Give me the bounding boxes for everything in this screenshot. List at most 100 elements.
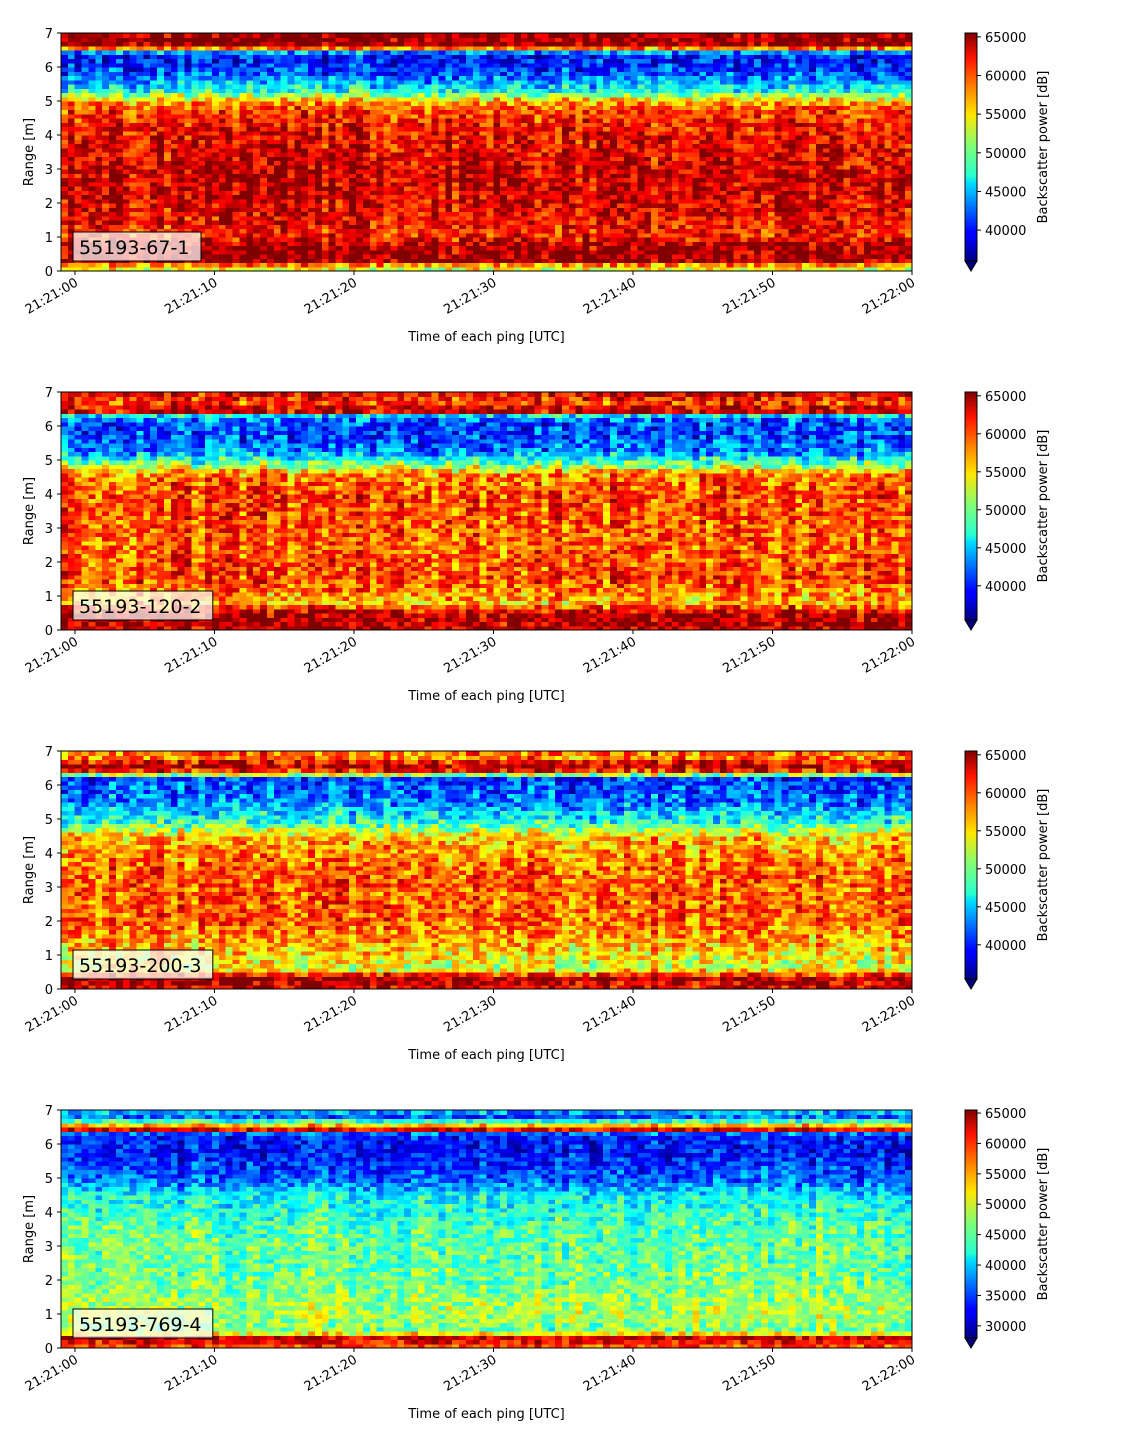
x-tick-label: 21:21:50 (720, 1352, 778, 1394)
y-tick-label: 3 (45, 163, 53, 178)
colorbar-tick-label: 45000 (985, 1229, 1026, 1244)
colorbar-extend-arrow (965, 979, 977, 989)
x-tick-label: 21:22:00 (860, 634, 918, 676)
x-tick-label: 21:21:20 (302, 993, 360, 1035)
y-tick-label: 0 (45, 983, 53, 998)
x-tick-label: 21:21:30 (441, 1352, 499, 1394)
x-tick-label: 21:21:10 (162, 993, 220, 1035)
x-tick-label: 21:21:30 (441, 993, 499, 1035)
y-tick-label: 5 (45, 1172, 53, 1187)
y-tick-label: 2 (45, 556, 53, 571)
x-axis-label: Time of each ping [UTC] (407, 689, 565, 704)
colorbar-tick-label: 40000 (985, 1259, 1026, 1274)
colorbar-tick-label: 50000 (985, 1198, 1026, 1213)
colorbar-tick-label: 65000 (985, 749, 1026, 764)
colorbar-tick-label: 55000 (985, 466, 1026, 481)
y-tick-label: 6 (45, 779, 53, 794)
colorbar-extend-arrow (965, 620, 977, 630)
x-tick-label: 21:21:50 (720, 634, 778, 676)
y-axis-label: Range [m] (22, 1195, 37, 1263)
colorbar-tick-label: 55000 (985, 825, 1026, 840)
y-tick-label: 0 (45, 1342, 53, 1357)
y-tick-label: 4 (45, 488, 53, 503)
colorbar-tick-label: 35000 (985, 1289, 1026, 1304)
y-tick-label: 7 (45, 386, 53, 401)
x-tick-label: 21:21:10 (162, 1352, 220, 1394)
x-tick-label: 21:21:00 (23, 993, 81, 1035)
colorbar-label: Backscatter power [dB] (1036, 430, 1051, 583)
x-tick-label: 21:22:00 (860, 275, 918, 317)
x-tick-label: 21:21:10 (162, 275, 220, 317)
colorbar-tick-label: 50000 (985, 504, 1026, 519)
y-tick-label: 4 (45, 847, 53, 862)
y-tick-label: 1 (45, 1308, 53, 1323)
y-tick-label: 0 (45, 265, 53, 280)
panel-annotation: 55193-200-3 (73, 950, 213, 979)
colorbar-label: Backscatter power [dB] (1036, 1148, 1051, 1301)
colorbar: 400004500050000550006000065000Backscatte… (965, 390, 1051, 630)
x-tick-label: 21:21:20 (302, 634, 360, 676)
y-tick-label: 7 (45, 745, 53, 760)
x-axis-label: Time of each ping [UTC] (407, 330, 565, 345)
y-tick-label: 7 (45, 27, 53, 42)
y-axis-label: Range [m] (22, 118, 37, 186)
x-tick-label: 21:21:30 (441, 275, 499, 317)
colorbar: 30000 35000 40000 45000 50000 55000 60000 65000… (965, 1107, 1051, 1348)
colorbar-tick-label: 40000 (985, 580, 1026, 595)
x-tick-label: 21:21:50 (720, 275, 778, 317)
colorbar-tick-label: 60000 (985, 428, 1026, 443)
x-tick-label: 21:21:30 (441, 634, 499, 676)
colorbar-tick-label: 40000 (985, 939, 1026, 954)
x-tick-label: 21:21:10 (162, 634, 220, 676)
colorbar-tick-label: 50000 (985, 147, 1026, 162)
x-tick-label: 21:21:20 (302, 275, 360, 317)
colorbar-tick-label: 60000 (985, 1137, 1026, 1152)
colorbar-tick-label: 45000 (985, 901, 1026, 916)
x-tick-label: 21:21:00 (23, 634, 81, 676)
y-tick-label: 1 (45, 590, 53, 605)
colorbar-tick-label: 50000 (985, 863, 1026, 878)
colorbar-tick-label: 55000 (985, 1168, 1026, 1183)
colorbar-tick-label: 55000 (985, 108, 1026, 123)
x-tick-label: 21:21:50 (720, 993, 778, 1035)
y-tick-label: 3 (45, 881, 53, 896)
colorbar-tick-label: 30000 (985, 1320, 1026, 1335)
y-tick-label: 6 (45, 1138, 53, 1153)
x-tick-label: 21:21:40 (581, 1352, 639, 1394)
y-tick-label: 1 (45, 949, 53, 964)
panel-annotation: 55193-769-4 (73, 1309, 213, 1338)
y-tick-label: 5 (45, 813, 53, 828)
colorbar-extend-arrow (965, 1338, 977, 1348)
colorbar-tick-label: 45000 (985, 542, 1026, 557)
y-tick-label: 6 (45, 61, 53, 76)
colorbar-label: Backscatter power [dB] (1036, 789, 1051, 942)
panel-1: 0 1 2 3 4 5 6 7 Range [m] 21:21:00 21:21:10 21:21:2… (22, 27, 1051, 345)
colorbar-tick-label: 65000 (985, 1107, 1026, 1122)
y-tick-label: 4 (45, 129, 53, 144)
y-tick-label: 6 (45, 420, 53, 435)
colorbar-tick-label: 65000 (985, 31, 1026, 46)
y-tick-label: 4 (45, 1206, 53, 1221)
y-tick-label: 5 (45, 95, 53, 110)
x-tick-label: 21:22:00 (860, 993, 918, 1035)
colorbar-tick-label: 60000 (985, 787, 1026, 802)
colorbar-extend-arrow (965, 261, 977, 271)
y-tick-label: 2 (45, 915, 53, 930)
y-tick-label: 5 (45, 454, 53, 469)
colorbar-tick-label: 40000 (985, 224, 1026, 239)
y-tick-label: 2 (45, 1274, 53, 1289)
x-axis-label: Time of each ping [UTC] (407, 1407, 565, 1422)
x-tick-label: 21:21:40 (581, 993, 639, 1035)
x-tick-label: 21:21:40 (581, 634, 639, 676)
x-axis-label: Time of each ping [UTC] (407, 1048, 565, 1063)
y-tick-label: 2 (45, 197, 53, 212)
y-tick-label: 7 (45, 1104, 53, 1119)
x-tick-label: 21:21:00 (23, 275, 81, 317)
colorbar-tick-label: 60000 (985, 70, 1026, 85)
colorbar-label: Backscatter power [dB] (1036, 71, 1051, 224)
y-tick-label: 1 (45, 231, 53, 246)
